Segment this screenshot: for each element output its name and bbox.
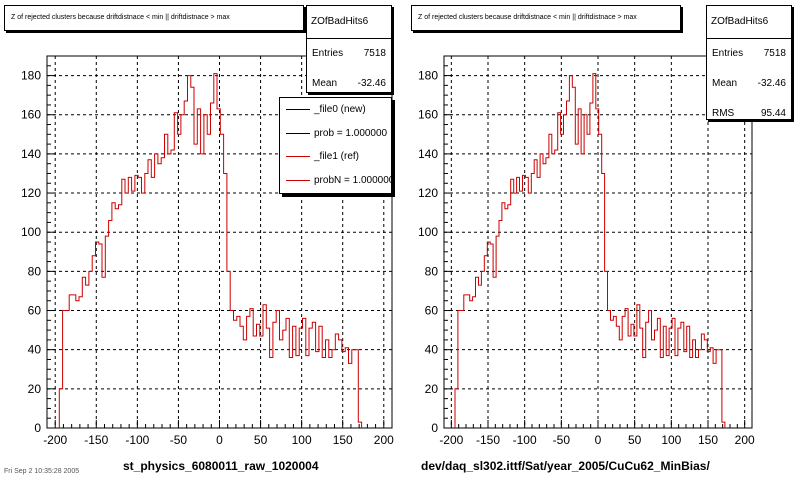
right-y-tick-label: 0 [431, 421, 438, 435]
left-histogram-series [58, 73, 363, 428]
right-x-axis-title: dev/daq_sl302.ittf/Sat/year_2005/CuCu62_… [421, 459, 710, 473]
right-stats-entries-label: Entries [712, 48, 744, 59]
left-x-tick-label: 0 [216, 433, 223, 447]
right-y-tick-label: 60 [425, 304, 439, 318]
legend-swatch-file1 [286, 156, 310, 157]
left-x-tick-label: 100 [292, 433, 312, 447]
right-histogram-title: Z of rejected clusters because driftdist… [411, 5, 681, 31]
right-stats-entries-row: Entries 7518 [707, 39, 791, 69]
left-stats-entries-value: 7518 [363, 48, 386, 59]
legend-swatch-prob [286, 132, 310, 134]
right-y-tick-label: 80 [425, 264, 439, 278]
left-legend: _file0 (new) prob = 1.000000 _file1 (ref… [279, 97, 392, 194]
left-x-tick-label: -200 [43, 433, 67, 447]
right-x-tick-label: -200 [439, 433, 463, 447]
right-x-tick-label: 150 [698, 433, 718, 447]
right-y-tick-label: 140 [418, 147, 438, 161]
right-stats-mean-row: Mean -32.46 [707, 69, 791, 99]
timestamp-footer: Fri Sep 2 10:35:28 2005 [4, 468, 80, 475]
left-x-tick-label: 200 [374, 433, 394, 447]
left-y-tick-label: 160 [21, 108, 41, 122]
legend-swatch-file0 [286, 109, 310, 110]
left-y-tick-label: 100 [21, 225, 41, 239]
left-x-tick-label: 150 [333, 433, 353, 447]
left-x-tick-label: 50 [254, 433, 268, 447]
left-stats-entries-row: Entries 7518 [307, 39, 391, 69]
left-histogram-title: Z of rejected clusters because driftdist… [4, 5, 304, 31]
right-stats-rms-label: RMS [712, 108, 735, 119]
left-y-tick-label: 0 [34, 421, 41, 435]
legend-label-prob: prob = 1.000000 [314, 127, 388, 139]
legend-entry-file0: _file0 (new) [280, 98, 391, 122]
left-y-tick-label: 120 [21, 186, 41, 200]
right-stats-entries-value: 7518 [763, 48, 786, 59]
right-x-tick-label: -50 [553, 433, 571, 447]
left-y-tick-label: 60 [28, 304, 42, 318]
legend-swatch-probn [286, 179, 310, 181]
right-x-tick-label: 50 [628, 433, 642, 447]
right-x-tick-label: -150 [476, 433, 500, 447]
right-stats-box: ZOfBadHits6 Entries 7518 Mean -32.46 RMS… [706, 5, 792, 120]
right-y-tick-label: 100 [418, 225, 438, 239]
right-stats-mean-label: Mean [712, 78, 738, 89]
legend-label-probn: probN = 1.000000 [314, 174, 392, 186]
right-histogram-series [454, 73, 726, 428]
legend-entry-file1: _file1 (ref) [280, 145, 391, 169]
right-x-tick-label: -100 [513, 433, 537, 447]
right-stats-rms-value: 95.44 [760, 108, 786, 119]
right-y-tick-label: 40 [425, 343, 439, 357]
legend-entry-prob: prob = 1.000000 [280, 122, 391, 146]
left-stats-mean-row: Mean -32.46 [307, 69, 391, 99]
left-y-tick-label: 140 [21, 147, 41, 161]
legend-label-file0: _file0 (new) [314, 104, 366, 115]
right-x-tick-label: 100 [661, 433, 681, 447]
left-stats-mean-label: Mean [312, 78, 338, 89]
left-stats-mean-value: -32.46 [357, 78, 386, 89]
right-y-tick-label: 20 [425, 382, 439, 396]
left-y-tick-label: 40 [28, 343, 42, 357]
left-stats-name: ZOfBadHits6 [307, 6, 391, 39]
right-y-tick-label: 180 [418, 69, 438, 83]
left-x-tick-label: -100 [125, 433, 149, 447]
right-stats-rms-row: RMS 95.44 [707, 99, 791, 129]
right-stats-name: ZOfBadHits6 [707, 6, 791, 39]
left-stats-entries-label: Entries [312, 48, 344, 59]
legend-label-file1: _file1 (ref) [314, 151, 360, 162]
left-stats-box: ZOfBadHits6 Entries 7518 Mean -32.46 [306, 5, 392, 93]
left-x-tick-label: -150 [84, 433, 108, 447]
right-stats-mean-value: -32.46 [757, 78, 786, 89]
right-y-tick-label: 120 [418, 186, 438, 200]
left-x-axis-title: st_physics_6080011_raw_1020004 [123, 459, 319, 473]
left-x-tick-label: -50 [170, 433, 188, 447]
right-y-tick-label: 160 [418, 108, 438, 122]
right-x-tick-label: 0 [595, 433, 602, 447]
left-y-tick-label: 20 [28, 382, 42, 396]
legend-entry-probn: probN = 1.000000 [280, 169, 391, 193]
left-y-tick-label: 80 [28, 264, 42, 278]
left-y-tick-label: 180 [21, 69, 41, 83]
right-x-tick-label: 200 [735, 433, 755, 447]
